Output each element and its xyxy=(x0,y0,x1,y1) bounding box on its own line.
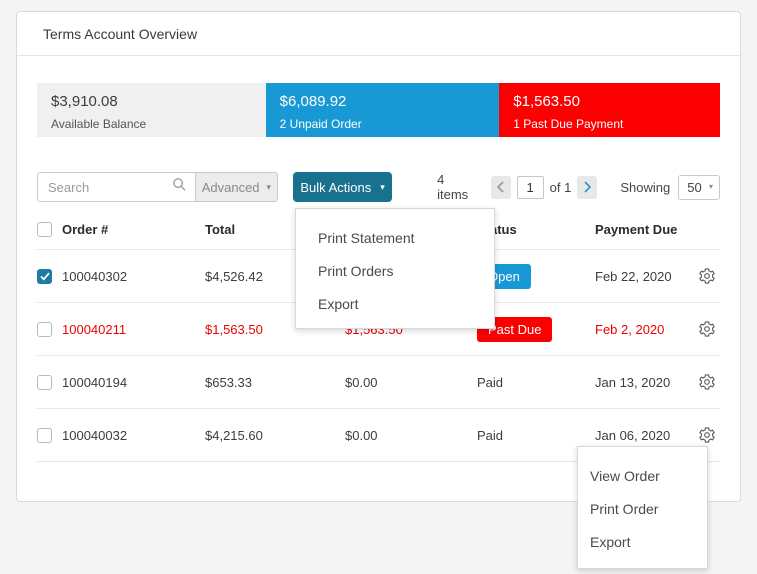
menu-item-export[interactable]: Export xyxy=(296,287,494,320)
menu-item-print-statement[interactable]: Print Statement xyxy=(296,221,494,254)
order-total: $653.33 xyxy=(205,374,252,390)
amount-due: $0.00 xyxy=(345,374,378,390)
order-total: $1,563.50 xyxy=(205,321,263,337)
order-total: $4,215.60 xyxy=(205,427,263,443)
status-text: Paid xyxy=(477,427,504,443)
available-balance-amount: $3,910.08 xyxy=(51,93,118,110)
items-count: 4 items xyxy=(437,172,469,202)
header-payment-due: Payment Due xyxy=(595,222,678,237)
page-size-value: 50 xyxy=(687,179,702,195)
check-icon xyxy=(39,272,50,281)
chevron-down-icon: ▾ xyxy=(380,181,385,192)
order-total: $4,526.42 xyxy=(205,268,263,284)
chevron-down-icon: ▾ xyxy=(708,182,713,191)
order-number: 100040211 xyxy=(62,321,127,337)
available-balance-label: Available Balance xyxy=(51,117,147,131)
gear-icon xyxy=(699,427,715,443)
past-due-card: $1,563.50 1 Past Due Payment xyxy=(499,83,721,137)
advanced-label: Advanced xyxy=(201,179,260,195)
menu-item-export[interactable]: Export xyxy=(578,525,707,558)
row-checkbox[interactable] xyxy=(37,374,52,390)
payment-due-date: Jan 13, 2020 xyxy=(595,374,671,390)
showing-label: Showing xyxy=(620,179,671,195)
row-actions-gear-button[interactable] xyxy=(698,373,716,391)
status-text: Paid xyxy=(477,374,504,390)
past-due-label: 1 Past Due Payment xyxy=(513,117,624,131)
order-number: 100040032 xyxy=(62,427,128,443)
table-row: 100040194 $653.33 $0.00 Paid Jan 13, 202… xyxy=(37,356,720,409)
row-checkbox[interactable] xyxy=(37,268,52,284)
gear-icon xyxy=(699,321,715,337)
menu-item-print-order[interactable]: Print Order xyxy=(578,492,707,525)
bulk-actions-button[interactable]: Bulk Actions ▾ xyxy=(293,172,393,202)
header-total: Total xyxy=(205,222,236,237)
header-order: Order # xyxy=(62,222,109,237)
select-all-checkbox[interactable] xyxy=(37,222,52,237)
unpaid-orders-card: $6,089.92 2 Unpaid Order xyxy=(265,83,500,137)
page-title: Terms Account Overview xyxy=(43,26,198,42)
payment-due-date: Jan 06, 2020 xyxy=(595,427,671,443)
next-page-button[interactable] xyxy=(577,175,598,199)
page-number-input[interactable] xyxy=(516,175,544,199)
pagination: of 1 xyxy=(490,175,598,199)
order-number: 100040194 xyxy=(62,374,128,390)
available-balance-card: $3,910.08 Available Balance xyxy=(37,83,266,137)
gear-icon xyxy=(699,268,715,284)
past-due-amount: $1,563.50 xyxy=(513,93,580,110)
search-box xyxy=(37,172,196,202)
advanced-filter-button[interactable]: Advanced ▾ xyxy=(194,172,279,202)
previous-page-button[interactable] xyxy=(490,175,511,199)
menu-item-print-orders[interactable]: Print Orders xyxy=(296,254,494,287)
table-toolbar: Advanced ▾ Bulk Actions ▾ 4 items of 1 xyxy=(37,172,720,202)
summary-cards: $3,910.08 Available Balance $6,089.92 2 … xyxy=(37,83,721,137)
row-actions-menu: View Order Print Order Export xyxy=(577,446,708,569)
unpaid-orders-label: 2 Unpaid Order xyxy=(279,117,362,131)
panel-header: Terms Account Overview xyxy=(17,12,740,56)
unpaid-orders-amount: $6,089.92 xyxy=(279,93,347,110)
table-row: 100040032 $4,215.60 $0.00 Paid Jan 06, 2… xyxy=(37,409,720,462)
terms-account-overview-panel: Terms Account Overview $3,910.08 Availab… xyxy=(16,11,741,569)
row-checkbox[interactable] xyxy=(37,321,52,337)
search-input[interactable] xyxy=(48,179,172,195)
payment-due-date: Feb 22, 2020 xyxy=(595,268,672,284)
row-actions-gear-button[interactable] xyxy=(698,267,716,285)
gear-icon xyxy=(699,374,715,390)
bulk-actions-menu: Print Statement Print Orders Export xyxy=(295,208,495,329)
row-actions-gear-button[interactable] xyxy=(698,320,716,338)
chevron-down-icon: ▾ xyxy=(266,181,272,192)
row-actions-gear-button[interactable] xyxy=(698,426,716,444)
page-size-select[interactable]: 50 ▾ xyxy=(678,174,720,200)
menu-item-view-order[interactable]: View Order xyxy=(578,459,707,492)
row-checkbox[interactable] xyxy=(37,427,52,443)
payment-due-date: Feb 2, 2020 xyxy=(595,321,665,337)
search-icon xyxy=(172,177,187,197)
page-total-label: of 1 xyxy=(549,179,572,195)
amount-due: $0.00 xyxy=(345,427,378,443)
bulk-actions-label: Bulk Actions xyxy=(300,179,372,195)
order-number: 100040302 xyxy=(62,268,128,284)
